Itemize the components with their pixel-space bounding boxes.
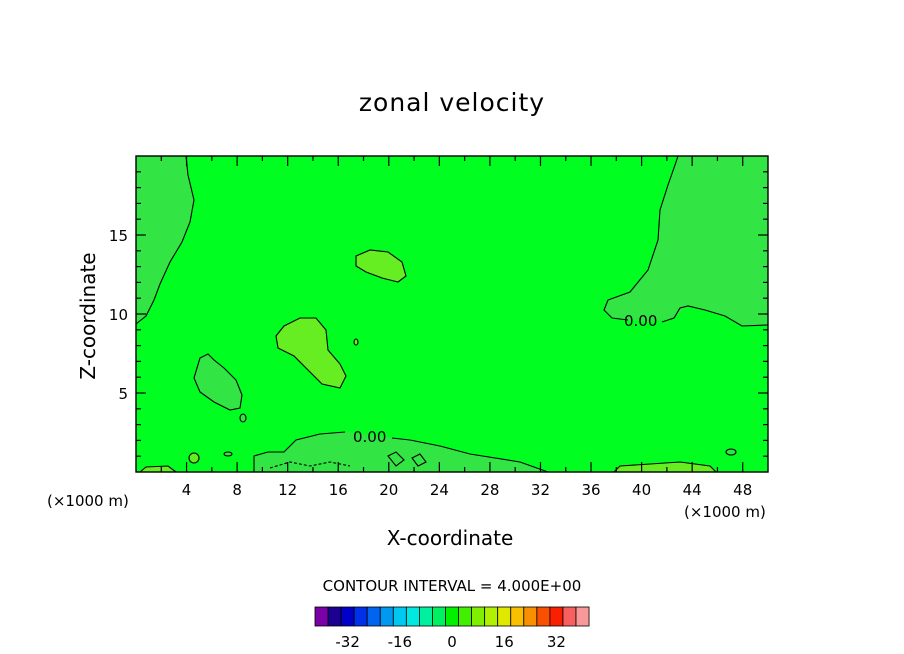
tiny-blob-a	[189, 453, 199, 463]
left-region	[136, 156, 194, 324]
colorbar-cell	[314, 606, 329, 627]
colorbar-cell	[340, 606, 355, 627]
contour-interval: CONTOUR INTERVAL = 4.000E+00	[322, 577, 582, 595]
contour-tiny-c	[239, 413, 247, 423]
colorbar-cell	[575, 606, 590, 627]
colorbar-cell	[484, 606, 499, 627]
contour-tiny-a	[188, 452, 200, 464]
upper-middle-blob	[356, 250, 406, 282]
colorbar-tick-label: -16	[388, 633, 413, 651]
right-region	[604, 156, 768, 326]
colorbar-cell	[471, 606, 486, 627]
contour-label-bottom: 0.00	[353, 428, 386, 446]
colorbar-cell	[405, 606, 420, 627]
colorbar-tick-label: 0	[447, 633, 457, 651]
x-tick-label: 20	[379, 481, 398, 499]
colorbar	[314, 606, 590, 627]
colorbar-cell	[327, 606, 342, 627]
contour-bottom-right-band	[613, 461, 717, 473]
colorbar-cell	[432, 606, 446, 627]
tiny-blob-c	[240, 414, 246, 422]
x-tick-label: 40	[632, 481, 651, 499]
middle-blob	[276, 318, 346, 388]
y-axis-label: Z-coordinate	[76, 252, 100, 380]
x-tick-label: 24	[430, 481, 449, 499]
contour-lower-left-blob	[193, 353, 243, 411]
y-tick-label: 15	[109, 227, 128, 245]
colorbar-cell	[445, 606, 459, 627]
x-tick-label: 28	[480, 481, 499, 499]
contour-bottom-band	[253, 431, 346, 472]
contour-left	[135, 155, 195, 325]
tiny-blob-e	[224, 452, 232, 456]
x-unit-right: (×1000 m)	[684, 503, 766, 521]
bottom-left-strip	[140, 466, 176, 472]
colorbar-cell	[549, 606, 564, 627]
x-tick-label: 4	[182, 481, 192, 499]
contour-tiny-d	[725, 448, 737, 456]
contour-tiny-e	[223, 451, 233, 457]
colorbar-cell	[418, 606, 433, 627]
contour-bottom-left-strip	[139, 465, 177, 473]
bottom-right-band	[614, 462, 716, 472]
colorbar-tick-label: 32	[547, 633, 566, 651]
colorbar-cell	[392, 606, 407, 627]
tiny-blob-b	[354, 339, 358, 345]
contour-bottom-wiggles	[269, 461, 351, 469]
colorbar-cell	[562, 606, 577, 627]
contour-bottom-wiggles-2	[387, 451, 427, 467]
colorbar-cell	[536, 606, 551, 627]
x-tick-label: 8	[232, 481, 242, 499]
contour-label-right: 0.00	[624, 312, 657, 330]
y-tick-label: 5	[118, 385, 128, 403]
colorbar-cell	[379, 606, 394, 627]
tiny-blob-d	[726, 449, 736, 455]
colorbar-cell	[510, 606, 525, 627]
contour-tiny-b	[353, 338, 359, 346]
colorbar-cell	[353, 606, 368, 627]
colorbar-cell	[366, 606, 381, 627]
chart-title: zonal velocity	[358, 88, 546, 117]
x-tick-label: 16	[329, 481, 348, 499]
colorbar-cell	[497, 606, 512, 627]
colorbar-tick-label: -32	[335, 633, 360, 651]
x-tick-label: 48	[733, 481, 752, 499]
x-tick-label: 36	[581, 481, 600, 499]
contour-bottom-band-right	[391, 437, 549, 473]
colorbar-cell	[523, 606, 538, 627]
x-axis-label: X-coordinate	[386, 526, 514, 550]
contour-right	[603, 155, 679, 321]
contour-upper-middle-blob	[355, 249, 407, 283]
x-tick-label: 12	[278, 481, 297, 499]
y-axis-ticks: 5 10 15	[109, 171, 768, 457]
contour-lines	[135, 155, 769, 473]
bottom-band	[254, 432, 548, 472]
plot-field	[136, 156, 768, 472]
colorbar-tick-label: 16	[495, 633, 514, 651]
x-axis-ticks: 4 8 12 16 20 24 28 32 36 40 44 48	[160, 156, 752, 499]
contour-middle-blob	[275, 317, 347, 389]
y-tick-label: 10	[109, 306, 128, 324]
colorbar-cell	[458, 606, 472, 627]
colorbar-tick-labels: -32 -16 0 16 32	[335, 633, 566, 651]
x-tick-label: 44	[683, 481, 702, 499]
x-tick-label: 32	[531, 481, 550, 499]
x-unit-left: (×1000 m)	[47, 492, 129, 510]
contour-right-tail	[661, 305, 769, 327]
